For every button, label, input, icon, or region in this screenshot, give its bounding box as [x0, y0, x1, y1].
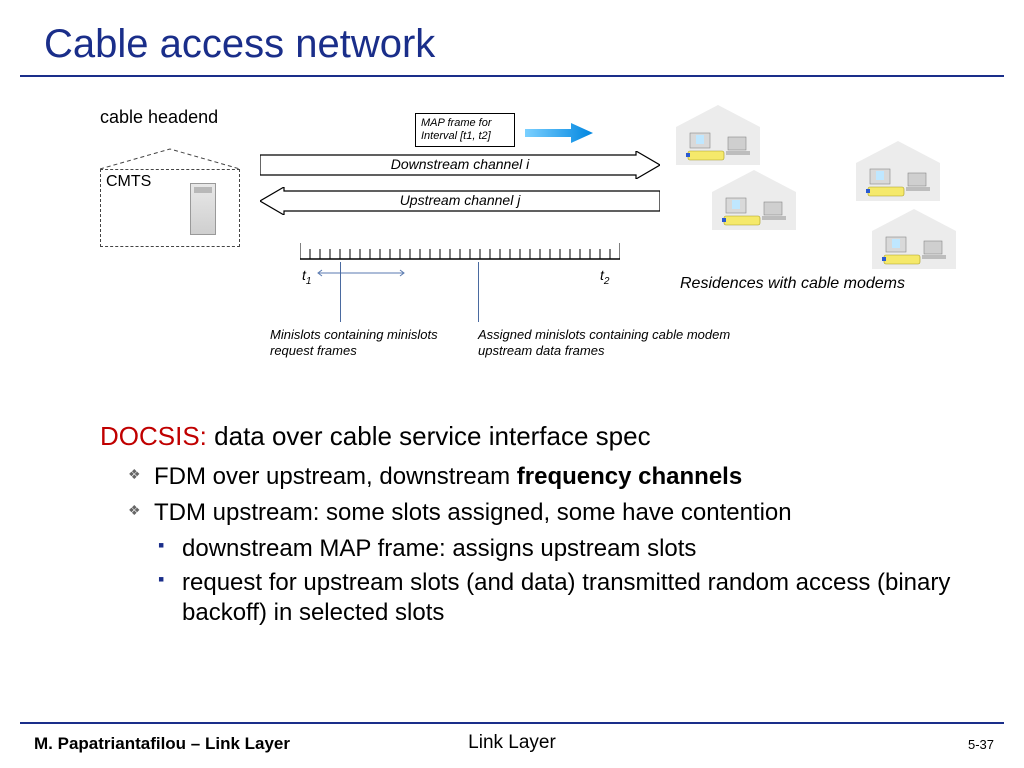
bullet-item: TDM upstream: some slots assigned, some …: [128, 498, 964, 528]
cmts-roof-icon: [100, 147, 240, 171]
downstream-label: Downstream channel i: [260, 156, 660, 172]
content-area: DOCSIS: data over cable service interfac…: [0, 407, 1024, 628]
sub-bullet-item: request for upstream slots (and data) tr…: [158, 568, 964, 628]
bullet-list-1: FDM over upstream, downstream frequency …: [100, 462, 964, 528]
residences-group: [670, 99, 1000, 279]
cmts-box: CMTS: [100, 147, 240, 257]
docsis-line: DOCSIS: data over cable service interfac…: [100, 421, 964, 452]
callout-line-1: [340, 262, 341, 322]
docsis-text: data over cable service interface spec: [207, 421, 651, 451]
map-frame-box: MAP frame for Interval [t1, t2]: [415, 113, 515, 147]
bullet-item: FDM over upstream, downstream frequency …: [128, 462, 964, 492]
callout-1: Minislots containing minislots request f…: [270, 327, 460, 358]
bullet-list-2: downstream MAP frame: assigns upstream s…: [100, 534, 964, 628]
house-icon: [850, 135, 946, 207]
callout-2: Assigned minislots containing cable mode…: [478, 327, 778, 358]
slide-title: Cable access network: [0, 0, 1024, 75]
house-icon: [670, 99, 766, 171]
sub-bullet-item: downstream MAP frame: assigns upstream s…: [158, 534, 964, 564]
house-icon: [866, 203, 962, 275]
cmts-label: CMTS: [106, 173, 151, 191]
diagram-area: cable headend CMTS MAP frame for Interva…: [30, 107, 994, 407]
map-frame-line1: MAP frame for: [421, 117, 492, 129]
map-frame-line2: Interval [t1, t2]: [421, 130, 491, 142]
footer-center: Link Layer: [0, 732, 1024, 754]
cable-headend-label: cable headend: [100, 107, 218, 128]
t2-label: t2: [600, 267, 609, 287]
timeline-icon: [300, 237, 620, 277]
footer-rule: [20, 722, 1004, 724]
title-rule: [20, 75, 1004, 77]
house-icon: [706, 164, 802, 236]
server-icon: [190, 183, 216, 235]
blue-arrow-icon: [525, 121, 595, 145]
t1-label: t1: [302, 267, 311, 287]
footer-right: 5-37: [968, 737, 994, 752]
upstream-label: Upstream channel j: [260, 192, 660, 208]
residences-label: Residences with cable modems: [680, 275, 905, 293]
callout-line-2: [478, 262, 479, 322]
docsis-label: DOCSIS:: [100, 421, 207, 451]
